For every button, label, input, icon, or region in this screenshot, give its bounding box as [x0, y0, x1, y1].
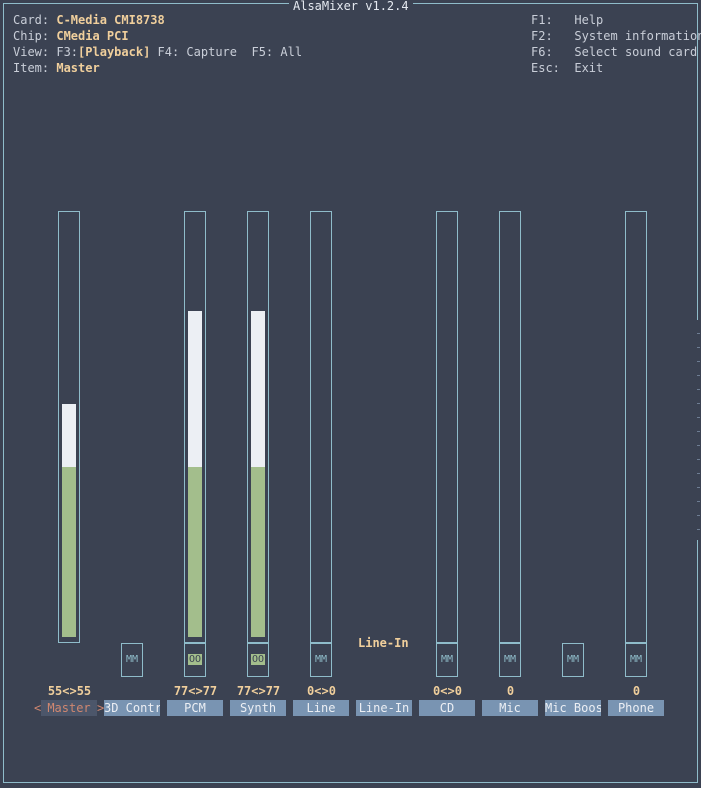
key-help-row[interactable]: F2: System information	[531, 28, 701, 44]
key-help: F1: Help F2: System information F6: Sele…	[531, 12, 701, 76]
chip-row: Chip: CMedia PCI	[13, 28, 302, 44]
channel-name-line-in[interactable]: Line-In	[356, 700, 412, 716]
channel-name-mic-boos[interactable]: Mic Boos	[545, 700, 601, 716]
volume-level-high	[188, 311, 202, 467]
mute-switch[interactable]: MM	[625, 643, 647, 677]
key-action: Exit	[574, 61, 604, 75]
view-capture-tab[interactable]: F4: Capture	[157, 45, 238, 59]
volume-level-low	[62, 467, 76, 637]
view-row: View: F3:[Playback] F4: Capture F5: All	[13, 44, 302, 60]
view-label: View:	[13, 45, 50, 59]
item-row: Item: Master	[13, 60, 302, 76]
volume-slider-master[interactable]	[58, 211, 80, 643]
mixer-frame: AlsaMixer v1.2.4	[3, 0, 698, 783]
mute-switch-state: MM	[503, 654, 517, 665]
mute-switch[interactable]: OO	[247, 643, 269, 677]
channel-name-cd[interactable]: CD	[419, 700, 475, 716]
key-action: Select sound card	[574, 45, 698, 59]
channel-value: 0<>0	[307, 684, 336, 698]
key-help-row[interactable]: F1: Help	[531, 12, 701, 28]
item-value: Master	[56, 61, 100, 75]
mute-switch-state: MM	[314, 654, 328, 665]
card-label: Card:	[13, 13, 50, 27]
volume-slider-phone[interactable]	[625, 211, 647, 643]
channel-name-3d-contr[interactable]: 3D Contr	[104, 700, 160, 716]
volume-level-high	[251, 311, 265, 467]
channel-value: 0	[632, 684, 641, 698]
channel-name-line[interactable]: Line	[293, 700, 349, 716]
key-help-row[interactable]: F6: Select sound card	[531, 44, 701, 60]
volume-slider-mic[interactable]	[499, 211, 521, 643]
view-f3-key[interactable]: F3:	[56, 45, 79, 59]
chip-label: Chip:	[13, 29, 50, 43]
mute-switch-state: MM	[629, 654, 643, 665]
device-info: Card: C-Media CMI8738 Chip: CMedia PCI V…	[13, 12, 302, 76]
volume-slider-cd[interactable]	[436, 211, 458, 643]
channel-value: 0<>0	[433, 684, 462, 698]
scroll-indicator[interactable]	[697, 320, 700, 540]
key-name: F1:	[531, 13, 553, 27]
volume-slider-synth[interactable]	[247, 211, 269, 643]
channel-value: 77<>77	[173, 684, 218, 698]
volume-level-high	[62, 404, 76, 467]
card-row: Card: C-Media CMI8738	[13, 12, 302, 28]
capture-label: Line-In	[358, 636, 409, 650]
mute-switch-state: OO	[250, 654, 266, 665]
selection-left-arrow: <	[34, 701, 42, 715]
key-name: Esc:	[531, 61, 560, 75]
view-playback-tab[interactable]: [Playback]	[78, 45, 151, 59]
chip-value: CMedia PCI	[56, 29, 129, 43]
channel-value: 55<>55	[47, 684, 92, 698]
channel-name-phone[interactable]: Phone	[608, 700, 664, 716]
mute-switch-state: OO	[187, 654, 203, 665]
volume-slider-pcm[interactable]	[184, 211, 206, 643]
card-value: C-Media CMI8738	[56, 13, 165, 27]
key-name: F2:	[531, 29, 553, 43]
mute-switch[interactable]: OO	[184, 643, 206, 677]
app-title: AlsaMixer v1.2.4	[289, 0, 413, 12]
selection-right-arrow: >	[97, 701, 105, 715]
mute-switch[interactable]: MM	[499, 643, 521, 677]
key-action: System information	[574, 29, 701, 43]
mute-switch-state: MM	[125, 654, 139, 665]
mute-switch[interactable]: MM	[562, 643, 584, 677]
channel-name-master[interactable]: Master	[41, 700, 97, 716]
item-label: Item:	[13, 61, 50, 75]
channel-value: 77<>77	[236, 684, 281, 698]
key-name: F6:	[531, 45, 553, 59]
mute-switch[interactable]: MM	[436, 643, 458, 677]
channel-name-pcm[interactable]: PCM	[167, 700, 223, 716]
volume-slider-line[interactable]	[310, 211, 332, 643]
mute-switch[interactable]: MM	[310, 643, 332, 677]
mute-switch-state: MM	[440, 654, 454, 665]
mute-switch[interactable]: MM	[121, 643, 143, 677]
key-help-row[interactable]: Esc: Exit	[531, 60, 701, 76]
mute-switch-state: MM	[566, 654, 580, 665]
channel-value: 0	[506, 684, 515, 698]
volume-level-low	[188, 467, 202, 637]
channel-name-mic[interactable]: Mic	[482, 700, 538, 716]
channel-name-synth[interactable]: Synth	[230, 700, 286, 716]
key-action: Help	[574, 13, 604, 27]
volume-level-low	[251, 467, 265, 637]
view-all-tab[interactable]: F5: All	[251, 45, 303, 59]
